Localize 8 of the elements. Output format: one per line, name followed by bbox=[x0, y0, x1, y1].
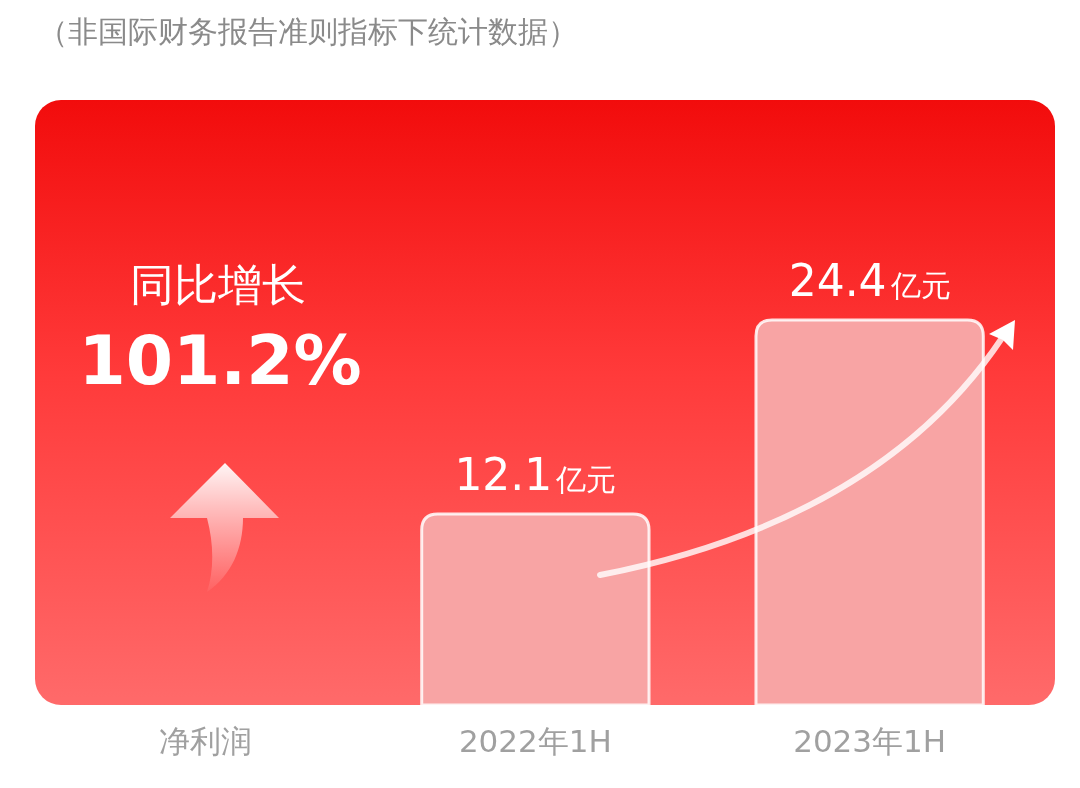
x-tick-label: 2022年1H bbox=[458, 723, 612, 759]
text: 同比增长 bbox=[130, 259, 306, 310]
text: 101.2% bbox=[78, 321, 362, 400]
data-label: 12.1亿元 bbox=[454, 449, 617, 501]
x-tick-label: 2023年1H bbox=[793, 723, 947, 759]
data-label: 24.4亿元 bbox=[788, 255, 951, 306]
x-axis-title: 净利润 bbox=[158, 723, 252, 759]
chart-subtitle: （非国际财务报告准则指标下统计数据） bbox=[38, 14, 578, 49]
